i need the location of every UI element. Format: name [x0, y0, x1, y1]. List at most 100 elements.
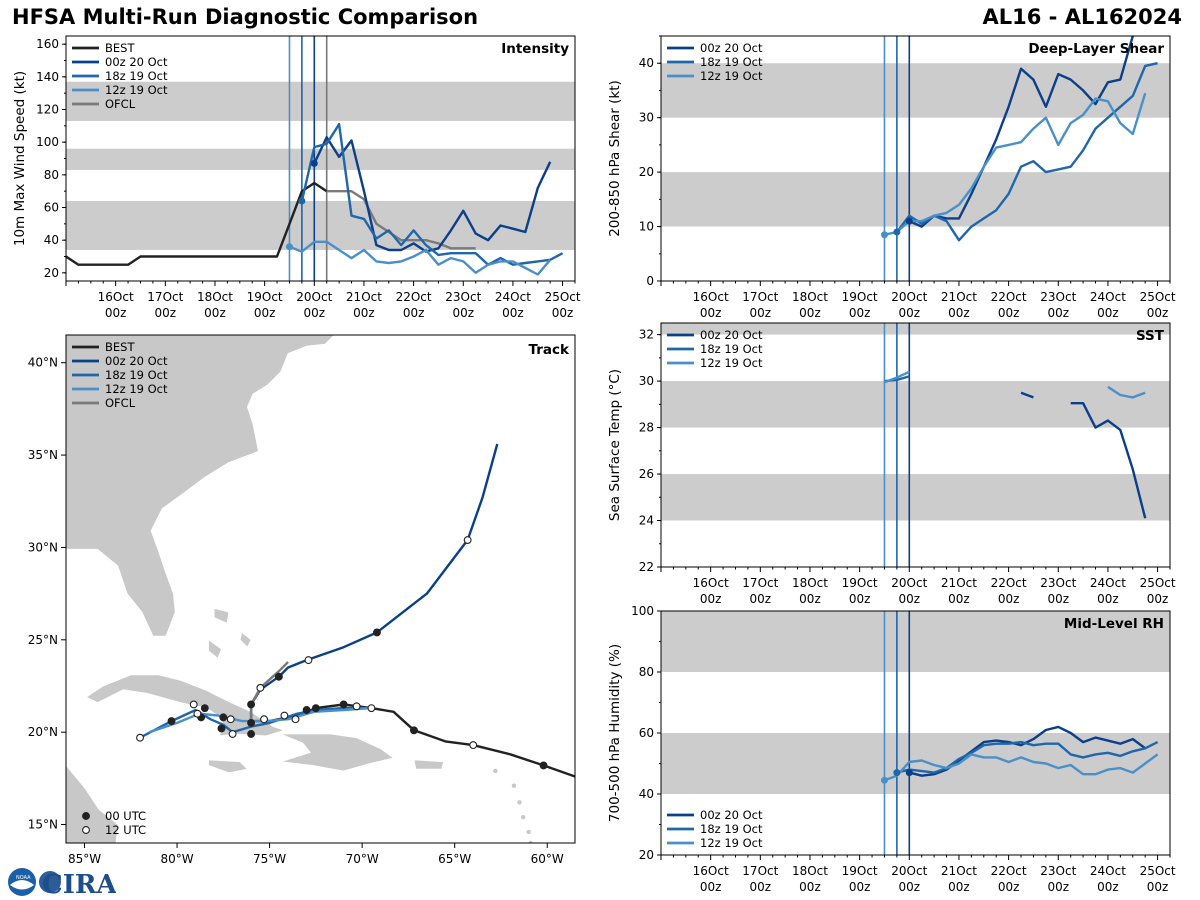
x-tick-sublabel: 00z [1097, 306, 1119, 320]
track-fix-00utc [247, 718, 256, 727]
x-tick-sublabel: 00z [948, 306, 970, 320]
init-marker [905, 217, 913, 225]
threshold-band [661, 611, 1170, 672]
lon-tick-label: 65°W [438, 852, 471, 866]
x-tick-sublabel: 00z [254, 306, 276, 320]
x-tick-label: 25Oct [1140, 290, 1176, 304]
x-tick-sublabel: 00z [304, 306, 326, 320]
track-fix-12utc [193, 709, 202, 718]
panel-title: Mid-Level RH [1064, 616, 1164, 632]
x-tick-sublabel: 00z [1097, 592, 1119, 606]
y-axis-label: Sea Surface Temp (°C) [607, 369, 623, 521]
y-axis-label: 10m Max Wind Speed (kt) [12, 71, 28, 246]
y-tick-label: 40 [639, 56, 654, 70]
land-hispaniola [280, 733, 395, 772]
track-fix-12utc [260, 715, 268, 724]
x-tick-sublabel: 00z [1097, 880, 1119, 894]
land-bahamas-eleuthera [239, 631, 252, 648]
track-fix-00utc [539, 761, 548, 770]
x-tick-sublabel: 00z [750, 592, 772, 606]
x-tick-label: 19Oct [842, 864, 878, 878]
y-tick-label: 20 [44, 266, 59, 280]
intensity-panel: 20 40 60 80 100 120 140 160 16Oct 00z 17Oct 00z 18Oc… [12, 35, 581, 320]
x-tick-sublabel: 00z [899, 592, 921, 606]
x-tick-label: 16Oct [693, 864, 729, 878]
x-tick-label: 21Oct [941, 864, 977, 878]
series-line [1107, 385, 1146, 399]
threshold-band [661, 323, 1170, 335]
x-tick-label: 17Oct [147, 290, 183, 304]
y-tick-label: 22 [639, 560, 654, 574]
panel-title: Intensity [501, 41, 569, 57]
y-axis-label: 700-500 hPa Humidity (%) [607, 644, 623, 822]
y-tick-label: 140 [36, 70, 59, 84]
x-tick-sublabel: 00z [105, 306, 127, 320]
y-tick-label: 10 [639, 220, 654, 234]
y-tick-label: 20 [639, 165, 654, 179]
threshold-band [661, 381, 1170, 428]
track-fix-00utc [247, 700, 256, 709]
x-tick-sublabel: 00z [502, 306, 524, 320]
land-small-island [511, 783, 517, 788]
x-tick-label: 25Oct [1140, 864, 1176, 878]
x-tick-sublabel: 00z [353, 306, 375, 320]
legend-label: BEST [105, 340, 135, 354]
legend-label: 12z 19 Oct [700, 69, 763, 83]
track-fix-12utc [352, 702, 361, 711]
legend-label: 00 UTC [105, 809, 146, 823]
x-tick-label: 23Oct [445, 290, 481, 304]
land-small-island [520, 814, 526, 820]
x-tick-label: 23Oct [1040, 576, 1076, 590]
x-tick-sublabel: 00z [899, 880, 921, 894]
noaa-wave-icon [10, 880, 34, 890]
legend-fix-00utc [82, 812, 90, 820]
y-tick-label: 30 [639, 111, 654, 125]
threshold-band [66, 148, 575, 170]
page-title: HFSA Multi-Run Diagnostic Comparison [12, 5, 479, 29]
init-marker [298, 197, 306, 205]
x-tick-label: 20Oct [891, 576, 927, 590]
x-tick-sublabel: 00z [1147, 592, 1169, 606]
panel-title: Deep-Layer Shear [1028, 41, 1164, 57]
x-tick-label: 21Oct [346, 290, 382, 304]
rh-series-group [880, 725, 1159, 784]
y-tick-label: 60 [639, 726, 654, 740]
y-tick-label: 100 [36, 135, 59, 149]
x-tick-sublabel: 00z [948, 592, 970, 606]
sst-series-group [884, 370, 1147, 519]
y-tick-label: 80 [639, 665, 654, 679]
track-fix-00utc [339, 700, 348, 709]
x-tick-sublabel: 00z [849, 592, 871, 606]
lat-tick-label: 15°N [28, 818, 58, 832]
lat-tick-label: 35°N [28, 448, 58, 462]
x-tick-sublabel: 00z [1047, 592, 1069, 606]
land-us-east [66, 335, 335, 637]
intensity-series-group [66, 123, 564, 276]
track-fix-12utc [469, 741, 478, 750]
lon-tick-label: 85°W [68, 852, 101, 866]
track-fix-12utc [189, 700, 198, 709]
x-tick-label: 17Oct [742, 864, 778, 878]
legend-label: 00z 20 Oct [700, 41, 763, 55]
track-fix-00utc [200, 704, 209, 713]
init-marker [893, 228, 901, 236]
land-small-island [526, 829, 531, 835]
land-small-island [493, 768, 498, 774]
y-tick-label: 40 [639, 787, 654, 801]
panel-title: SST [1136, 328, 1165, 344]
x-tick-label: 18Oct [792, 290, 828, 304]
init-marker [880, 776, 888, 784]
x-tick-label: 24Oct [1090, 576, 1126, 590]
x-tick-sublabel: 00z [552, 306, 574, 320]
y-tick-label: 100 [631, 604, 654, 618]
track-frame [65, 334, 576, 844]
x-tick-sublabel: 00z [1047, 880, 1069, 894]
x-tick-label: 24Oct [495, 290, 531, 304]
x-tick-label: 17Oct [742, 290, 778, 304]
x-tick-label: 22Oct [991, 290, 1027, 304]
shear-panel: 0 10 20 30 40 16Oct 00z 17Oct 00z 18Oct 00z 19Oct 00… [607, 35, 1176, 320]
track-fix-00utc [274, 672, 283, 681]
track-fix-12utc [463, 536, 472, 544]
y-tick-label: 28 [639, 421, 654, 435]
init-marker [285, 243, 293, 251]
